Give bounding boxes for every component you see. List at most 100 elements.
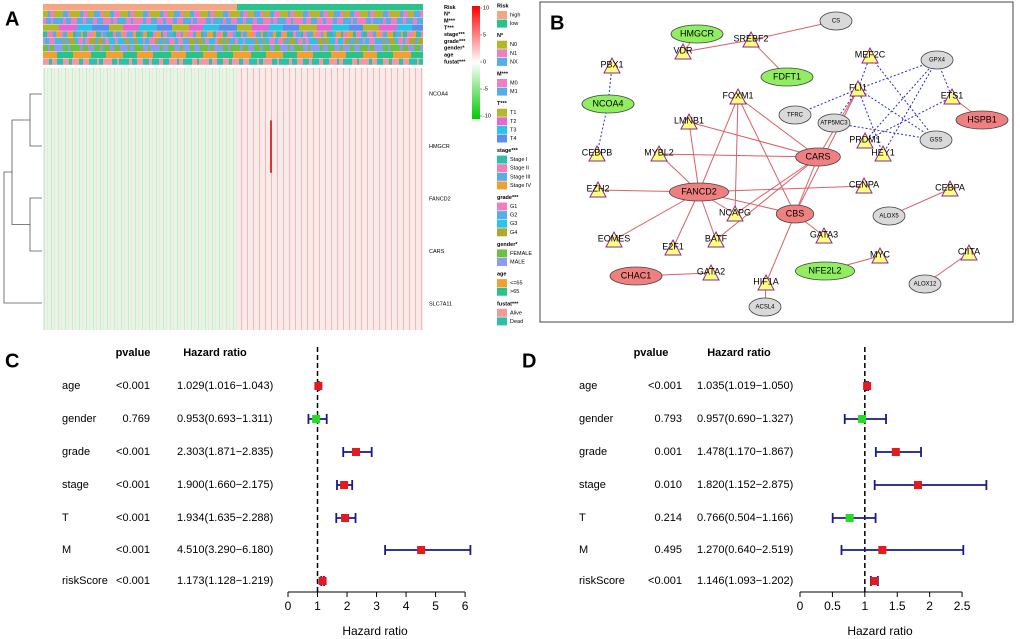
annotation-cell — [397, 51, 403, 58]
annotation-cell — [283, 10, 288, 18]
annotation-cell — [194, 44, 200, 52]
annotation-cell — [357, 24, 359, 31]
annotation-cell — [97, 58, 99, 65]
colorbar-tick-label: -10 — [483, 113, 491, 119]
legend-label: G4 — [510, 230, 517, 236]
legend-swatch — [497, 11, 507, 19]
node-triangle — [855, 176, 873, 194]
annotation-cell — [252, 24, 257, 31]
annotation-cell — [206, 17, 211, 24]
annotation-cell — [406, 51, 411, 58]
node-label: EZH2 — [586, 183, 609, 193]
node-ellipse — [919, 130, 953, 150]
annotation-cell — [188, 10, 190, 18]
annotation-cell — [369, 24, 372, 31]
annotation-cell — [233, 31, 236, 38]
annotation-cell — [43, 31, 47, 38]
annotation-cell — [153, 17, 157, 24]
annotation-cell — [149, 24, 152, 31]
annotation-cell — [332, 58, 337, 65]
annotation-cell — [415, 38, 418, 45]
annotation-cell — [341, 31, 343, 38]
annotation-cell — [152, 58, 157, 65]
annotation-cell — [154, 44, 160, 52]
annotation-cell — [187, 31, 193, 38]
annotation-cell — [379, 24, 383, 31]
annotation-cell — [143, 10, 148, 18]
legend-swatch — [497, 228, 507, 237]
annotation-cell — [256, 31, 261, 38]
node-label: CENPA — [849, 179, 879, 189]
annotation-cell — [303, 17, 306, 24]
annotation-cell — [377, 17, 383, 24]
node-ellipse — [920, 50, 954, 70]
annotation-cell — [172, 58, 177, 65]
annotation-cell — [354, 44, 360, 52]
annotation-cell — [75, 38, 78, 45]
p-value: 0.495 — [654, 544, 682, 556]
annotation-cell — [169, 24, 172, 31]
legend-label: T3 — [510, 127, 516, 133]
annotation-cell — [137, 24, 139, 31]
annotation-cell — [390, 10, 394, 18]
annotation-cell — [343, 31, 347, 38]
annotation-cell — [52, 58, 57, 65]
annotation-cell — [363, 17, 366, 24]
annotation-cell — [123, 31, 127, 38]
x-tick-label: 0 — [797, 599, 804, 613]
legend-label: <=65 — [510, 281, 523, 287]
heatmap: RiskN*M***T***stage***grade***gender*age… — [3, 3, 532, 330]
annotation-cell — [147, 31, 153, 38]
annotation-cell — [406, 17, 411, 24]
annotation-cell — [209, 38, 215, 45]
annotation-cell — [146, 51, 151, 58]
annotation-cell — [311, 51, 313, 58]
node-label: ALOX5 — [879, 214, 899, 220]
annotation-cell — [67, 31, 73, 38]
annotation-cell — [109, 58, 112, 65]
annotation-cell — [394, 10, 400, 18]
annotation-cell — [179, 24, 183, 31]
node-label: EOMES — [598, 233, 631, 243]
annotation-cell — [250, 44, 254, 52]
annotation-cell — [171, 17, 173, 24]
annotation-cell — [77, 24, 79, 31]
annotation-cell — [63, 31, 67, 38]
annotation-cell — [377, 51, 383, 58]
annotation-cell — [363, 38, 365, 45]
node-ellipse — [670, 24, 724, 44]
annotation-cell — [157, 24, 159, 31]
annotation-cell — [125, 38, 129, 45]
annotation-cell — [173, 31, 176, 38]
annotation-cell — [311, 17, 313, 24]
annotation-cell — [410, 44, 414, 52]
annotation-cell — [129, 38, 135, 45]
annotation-cell — [212, 58, 217, 65]
annotation-cell — [383, 38, 385, 45]
annotation-cell — [226, 17, 231, 24]
annotation-cell — [353, 51, 357, 58]
annotation-cell — [326, 17, 331, 24]
legend-swatch — [497, 49, 507, 58]
annotation-cell — [283, 58, 289, 65]
annotation-cell — [358, 38, 363, 45]
annotation-cell — [70, 44, 74, 52]
annotation-cell — [58, 38, 63, 45]
annotation-cell — [117, 51, 123, 58]
point — [913, 481, 922, 489]
annotation-cell — [303, 10, 308, 18]
hazard-ratio-label: 4.510(3.290−6.180) — [177, 544, 273, 556]
annotation-cell — [317, 58, 319, 65]
node-ellipse — [748, 297, 782, 317]
annotation-cell — [92, 24, 97, 31]
annotation-cell — [350, 10, 354, 18]
node-ellipse — [795, 147, 841, 167]
annotation-cell — [183, 58, 189, 65]
annotation-cell — [211, 51, 213, 58]
annotation-cell — [228, 44, 230, 52]
annotation-cell — [315, 38, 318, 45]
annotation-cell — [145, 38, 149, 45]
annotation-cell — [223, 44, 228, 52]
p-value: 0.793 — [654, 413, 682, 425]
annotation-cell — [114, 10, 120, 18]
